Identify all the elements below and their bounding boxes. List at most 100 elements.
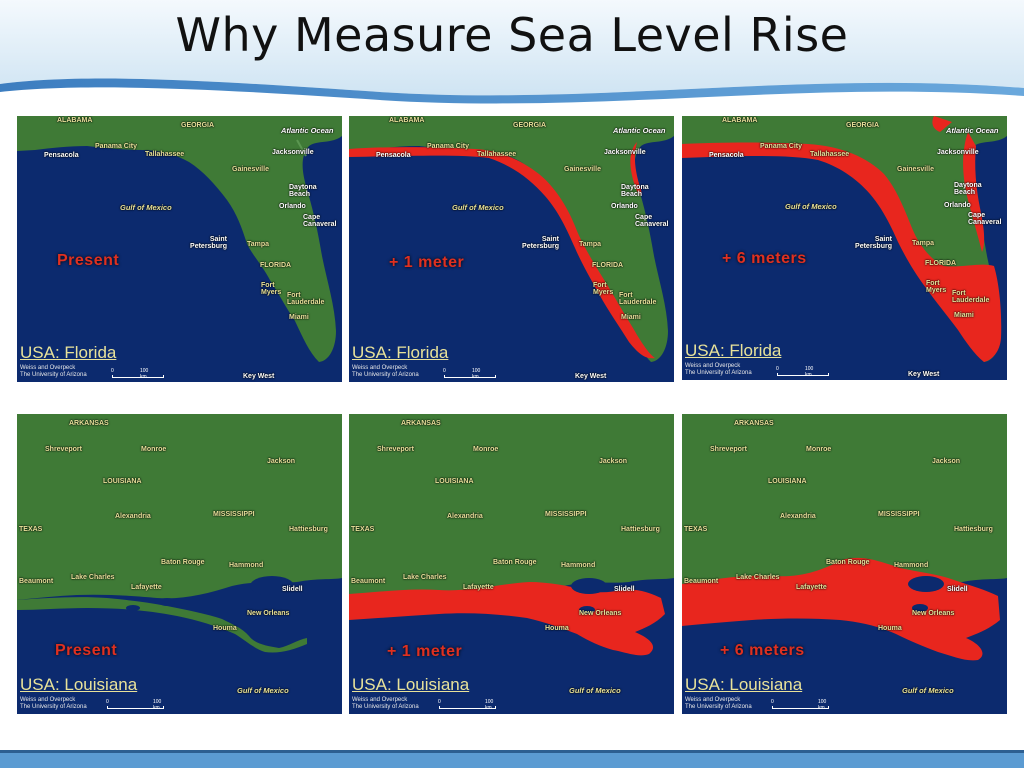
- map-label-arkansas: ARKANSAS: [69, 420, 109, 427]
- map-label-jacksonville: Jacksonville: [604, 149, 646, 156]
- map-label-alabama: ALABAMA: [389, 117, 425, 124]
- region-title: USA: Louisiana: [352, 675, 470, 694]
- scale-end: 100 km: [472, 368, 481, 380]
- map-panel-florida-6m: ALABAMA GEORGIA Atlantic Ocean Pensacola…: [682, 116, 1007, 380]
- map-label-key-west: Key West: [575, 373, 607, 380]
- map-label-lafayette: Lafayette: [463, 584, 494, 591]
- map-label-cape-canaveral: Cape Canaveral: [303, 214, 337, 228]
- map-label-tampa: Tampa: [912, 240, 935, 247]
- map-label-arkansas: ARKANSAS: [401, 420, 441, 427]
- slide-footer: [0, 750, 1024, 768]
- credit-line-1: Weiss and Overpeck: [20, 365, 76, 371]
- map-label-alabama: ALABAMA: [57, 117, 93, 124]
- scale-end: 100 km: [140, 368, 149, 380]
- map-label-fort-lauderdale: Fort Lauderdale: [952, 290, 990, 304]
- map-label-jackson: Jackson: [932, 458, 961, 465]
- map-label-shreveport: Shreveport: [45, 446, 82, 453]
- map-label-baton-rouge: Baton Rouge: [493, 559, 537, 566]
- florida-map: [17, 116, 342, 382]
- map-label-orlando: Orlando: [611, 203, 638, 210]
- map-label-saint-petersburg: Saint Petersburg: [855, 236, 892, 250]
- credit-line-2: The University of Arizona: [352, 704, 419, 710]
- scenario-label: + 6 meters: [722, 250, 807, 267]
- map-label-gulf: Gulf of Mexico: [452, 203, 504, 212]
- map-label-lafayette: Lafayette: [131, 584, 162, 591]
- scenario-label: + 6 meters: [720, 642, 805, 659]
- map-label-panama-city: Panama City: [427, 143, 470, 150]
- map-label-texas: TEXAS: [19, 526, 43, 533]
- map-label-hattiesburg: Hattiesburg: [289, 526, 328, 533]
- scale-bar-line: [772, 706, 829, 709]
- scenario-label: Present: [55, 642, 118, 659]
- slide-title: Why Measure Sea Level Rise: [175, 8, 849, 62]
- scale-bar-line: [107, 706, 164, 709]
- louisiana-map: [17, 414, 342, 714]
- scale-bar-line: [439, 706, 496, 709]
- map-label-alexandria: Alexandria: [447, 513, 483, 520]
- map-panel-louisiana-1m: ARKANSAS Shreveport Monroe Jackson LOUIS…: [349, 414, 674, 714]
- map-label-fort-lauderdale: Fort Lauderdale: [619, 292, 657, 306]
- map-label-lake-charles: Lake Charles: [71, 574, 115, 581]
- map-label-hattiesburg: Hattiesburg: [621, 526, 660, 533]
- map-label-beaumont: Beaumont: [684, 578, 719, 585]
- credit-line-2: The University of Arizona: [20, 704, 87, 710]
- map-panel-florida-present: ALABAMA GEORGIA Atlantic Ocean Pensacola…: [17, 116, 342, 382]
- region-title: USA: Louisiana: [20, 675, 138, 694]
- map-label-new-orleans: New Orleans: [579, 610, 622, 617]
- map-label-jackson: Jackson: [599, 458, 628, 465]
- map-label-jacksonville: Jacksonville: [937, 149, 979, 156]
- map-label-daytona: Daytona Beach: [289, 184, 317, 198]
- map-label-lake-charles: Lake Charles: [736, 574, 780, 581]
- map-label-tallahassee: Tallahassee: [810, 151, 850, 158]
- map-label-slidell: Slidell: [947, 586, 968, 593]
- map-label-georgia: GEORGIA: [846, 122, 880, 129]
- scale-end: 100 km: [805, 366, 814, 378]
- map-label-tampa: Tampa: [579, 241, 602, 248]
- map-label-gulf: Gulf of Mexico: [237, 686, 289, 695]
- credit-line-2: The University of Arizona: [20, 372, 87, 378]
- credit-line-1: Weiss and Overpeck: [20, 697, 76, 703]
- map-label-gulf: Gulf of Mexico: [785, 202, 837, 211]
- map-label-fort-myers: Fort Myers: [593, 282, 614, 296]
- credit-line-2: The University of Arizona: [685, 704, 752, 710]
- map-label-houma: Houma: [878, 625, 902, 632]
- map-label-florida: FLORIDA: [592, 262, 624, 269]
- map-label-pensacola: Pensacola: [376, 152, 411, 159]
- map-label-jacksonville: Jacksonville: [272, 149, 314, 156]
- header-wave: [0, 0, 1024, 104]
- map-label-beaumont: Beaumont: [19, 578, 54, 585]
- scale-start: 0: [776, 366, 779, 372]
- scale-bar-line: [444, 375, 496, 378]
- map-label-gulf: Gulf of Mexico: [120, 203, 172, 212]
- map-label-louisiana: LOUISIANA: [768, 478, 807, 485]
- map-panel-florida-1m: ALABAMA GEORGIA Atlantic Ocean Pensacola…: [349, 116, 674, 382]
- map-label-pensacola: Pensacola: [44, 152, 79, 159]
- map-label-jackson: Jackson: [267, 458, 296, 465]
- map-label-hammond: Hammond: [561, 562, 596, 569]
- map-label-orlando: Orlando: [944, 202, 971, 209]
- florida-map: [682, 116, 1007, 380]
- credit-line-1: Weiss and Overpeck: [352, 697, 408, 703]
- scale-start: 0: [443, 368, 446, 374]
- map-label-atlantic: Atlantic Ocean: [613, 126, 666, 135]
- map-label-texas: TEXAS: [684, 526, 708, 533]
- credit-line-2: The University of Arizona: [352, 372, 419, 378]
- map-panel-louisiana-6m: ARKANSAS Shreveport Monroe Jackson LOUIS…: [682, 414, 1007, 714]
- map-label-houma: Houma: [213, 625, 237, 632]
- region-title: USA: Florida: [20, 343, 117, 362]
- scale-start: 0: [106, 699, 109, 705]
- map-label-arkansas: ARKANSAS: [734, 420, 774, 427]
- footer-band: [0, 750, 1024, 768]
- map-label-houma: Houma: [545, 625, 569, 632]
- map-label-cape-canaveral: Cape Canaveral: [968, 212, 1002, 226]
- map-label-louisiana: LOUISIANA: [103, 478, 142, 485]
- map-label-pensacola: Pensacola: [709, 152, 744, 159]
- map-label-panama-city: Panama City: [95, 143, 138, 150]
- map-label-monroe: Monroe: [473, 446, 499, 453]
- map-label-tampa: Tampa: [247, 241, 270, 248]
- map-label-gulf: Gulf of Mexico: [902, 686, 954, 695]
- map-label-hammond: Hammond: [229, 562, 264, 569]
- map-label-tallahassee: Tallahassee: [145, 151, 185, 158]
- map-label-baton-rouge: Baton Rouge: [826, 559, 870, 566]
- map-label-orlando: Orlando: [279, 203, 306, 210]
